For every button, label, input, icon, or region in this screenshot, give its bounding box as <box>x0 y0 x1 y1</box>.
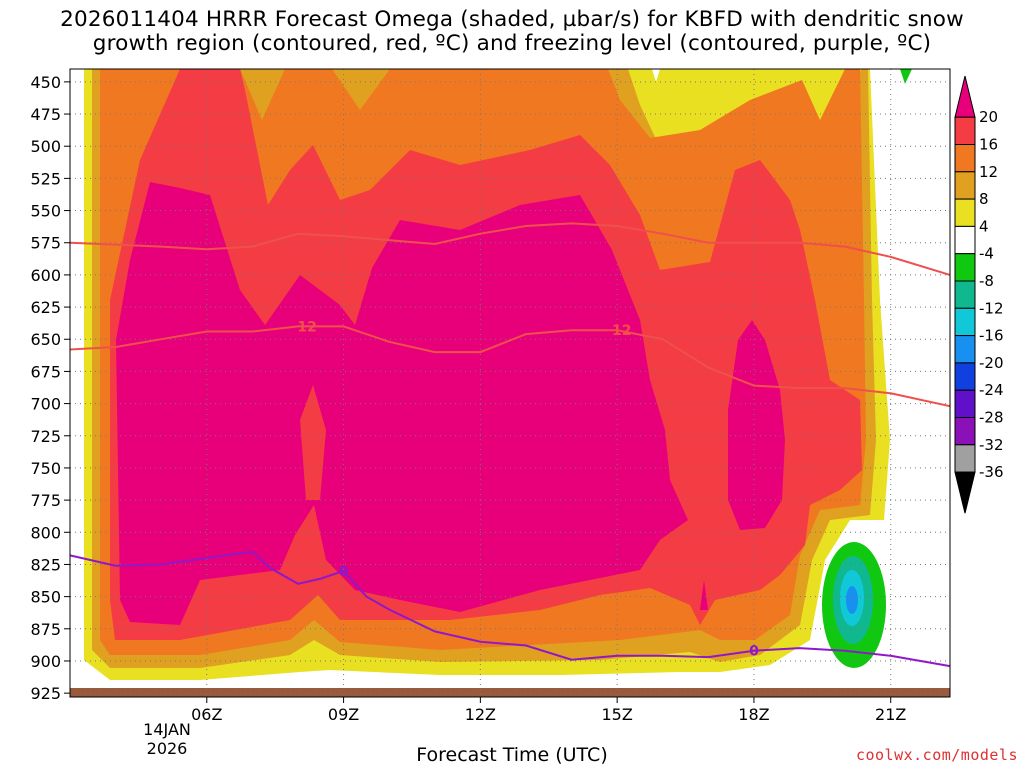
contour-label: 12 <box>612 323 631 339</box>
y-tick-label: 475 <box>30 105 61 124</box>
omega-gap-top <box>652 69 660 82</box>
colorbar-swatch <box>954 417 976 446</box>
colorbar-swatch <box>954 198 976 227</box>
contour-line <box>69 550 951 668</box>
colorbar-swatch <box>954 335 976 364</box>
contour-label: 0 <box>339 564 349 580</box>
y-tick-label: 775 <box>30 491 61 510</box>
x-tick-label: 09Z <box>328 705 359 724</box>
y-tick-label: 900 <box>30 652 61 671</box>
y-tick-label: 825 <box>30 555 61 574</box>
omega-negative-top <box>900 69 912 84</box>
colorbar-label: -32 <box>979 436 1004 454</box>
colorbar-bottom-triangle <box>954 471 976 514</box>
gridlines <box>70 69 950 697</box>
credit-link[interactable]: coolwx.com/models <box>855 746 1018 764</box>
colorbar-label: -4 <box>979 245 994 263</box>
title-line-1: 2026011404 HRRR Forecast Omega (shaded, … <box>60 7 964 32</box>
x-tick-label: 12Z <box>465 705 496 724</box>
colorbar-swatch <box>954 116 976 145</box>
x-tick-label: 15Z <box>601 705 632 724</box>
chart-title: 2026011404 HRRR Forecast Omega (shaded, … <box>0 8 1024 56</box>
colorbar-swatch <box>954 307 976 337</box>
colorbar-label: -36 <box>979 463 1004 481</box>
y-tick-label: 725 <box>30 427 61 446</box>
omega-gap-right <box>870 69 950 697</box>
contour-label: 0 <box>749 644 759 660</box>
colorbar-label: 20 <box>979 108 998 126</box>
colorbar-swatch <box>954 171 976 200</box>
colorbar-label: -12 <box>979 299 1004 317</box>
colorbar-swatch <box>954 144 976 173</box>
omega-band-20-spike <box>300 385 326 500</box>
contour-label: 12 <box>297 319 316 335</box>
colorbar: 20 16 12 8 4 -4 -8 -12 -16 -20 -24 -28 -32 -36 <box>954 75 1004 514</box>
y-tick-label: 675 <box>30 362 61 381</box>
colorbar-label: -20 <box>979 354 1004 372</box>
y-tick-label: 575 <box>30 234 61 253</box>
colorbar-swatch <box>954 362 976 391</box>
y-tick-label: 550 <box>30 202 61 221</box>
y-tick-label: 525 <box>30 169 61 188</box>
y-axis: 450 475 500 525 550 575 600 625 650 675 700 725 750 7… <box>30 73 70 703</box>
contours: 12 12 0 0 <box>69 222 951 668</box>
terrain-strip <box>70 688 950 697</box>
y-tick-label: 700 <box>30 395 61 414</box>
colorbar-label: 4 <box>979 217 989 235</box>
contour-line <box>69 325 951 408</box>
colorbar-label: 12 <box>979 163 998 181</box>
contour-line <box>69 222 951 276</box>
y-tick-label: 750 <box>30 459 61 478</box>
y-tick-label: 850 <box>30 588 61 607</box>
colorbar-label: -24 <box>979 381 1004 399</box>
y-tick-label: 925 <box>30 684 61 703</box>
y-tick-label: 800 <box>30 523 61 542</box>
colorbar-label: -28 <box>979 409 1004 427</box>
x-tick-label: 06Z <box>191 705 222 724</box>
omega-band-20 <box>116 182 688 625</box>
y-tick-label: 650 <box>30 330 61 349</box>
colorbar-label: 8 <box>979 190 989 208</box>
omega-shaded-field <box>70 69 950 697</box>
colorbar-swatch <box>954 253 976 282</box>
date-label-day: 14JAN <box>143 720 191 739</box>
omega-band-20-lobe <box>728 320 785 530</box>
y-tick-label: 625 <box>30 298 61 317</box>
colorbar-swatch <box>954 225 976 255</box>
x-tick-label: 18Z <box>738 705 769 724</box>
title-line-2: growth region (contoured, red, ºC) and f… <box>92 31 932 56</box>
colorbar-label: -16 <box>979 327 1004 345</box>
date-label-year: 2026 <box>147 739 188 758</box>
colorbar-top-triangle <box>954 75 976 118</box>
y-tick-label: 500 <box>30 137 61 156</box>
colorbar-label: 16 <box>979 136 998 154</box>
colorbar-label: -8 <box>979 272 994 290</box>
y-tick-label: 450 <box>30 73 61 92</box>
colorbar-swatch <box>954 389 976 419</box>
colorbar-swatch <box>954 280 976 309</box>
plot-frame <box>69 68 951 698</box>
omega-negative-cell <box>822 542 886 668</box>
omega-band-20-dot <box>700 580 708 610</box>
colorbar-swatch <box>954 444 976 473</box>
y-tick-label: 600 <box>30 266 61 285</box>
x-axis-title: Forecast Time (UTC) <box>416 744 608 766</box>
x-axis: 06Z 09Z 12Z 15Z 18Z 21Z <box>191 697 906 724</box>
y-tick-label: 875 <box>30 620 61 639</box>
x-tick-label: 21Z <box>875 705 906 724</box>
